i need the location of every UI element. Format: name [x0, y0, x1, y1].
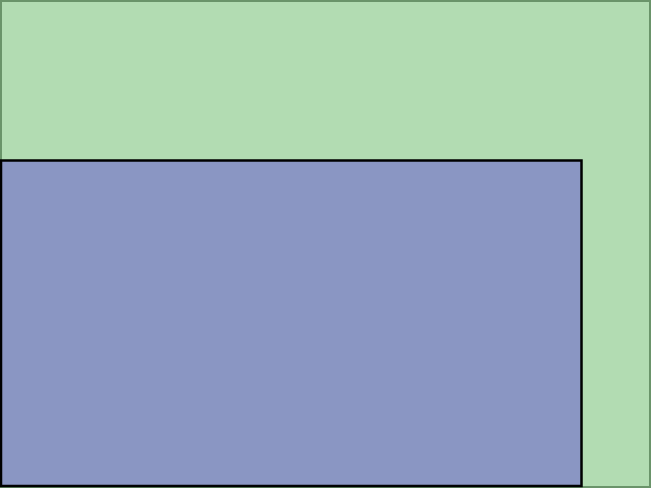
- blue-panel: [0, 159, 583, 488]
